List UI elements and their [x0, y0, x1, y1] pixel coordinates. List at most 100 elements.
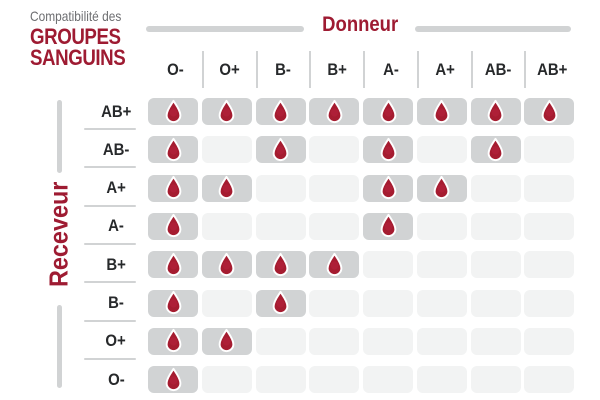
row-separator [84, 128, 136, 130]
compatibility-cell-a--from-o- [148, 212, 198, 240]
blood-drop-icon [165, 367, 181, 391]
compatibility-cell-b--from-b+ [309, 289, 360, 317]
compatibility-cell-o--from-a- [363, 366, 413, 394]
blood-drop-icon [541, 99, 558, 123]
compatibility-cell-a--from-ab- [470, 212, 521, 240]
compatibility-matrix [148, 98, 580, 394]
blood-drop-icon [218, 99, 235, 123]
donor-header-b-: B- [255, 51, 310, 88]
compatibility-cell-ab--from-b- [255, 136, 306, 164]
compatibility-cell-b+-from-b+ [309, 251, 360, 279]
compatibility-cell-o--from-a+ [416, 366, 467, 394]
blood-drop-icon [165, 290, 181, 315]
blood-drop-icon [326, 99, 343, 123]
donor-axis-line-left [146, 26, 304, 32]
receiver-label-b+: B+ [106, 254, 126, 274]
chart-title-line1: GROUPES [30, 24, 121, 49]
blood-drop-icon [272, 137, 289, 161]
donor-axis-line-right [415, 26, 571, 32]
compatibility-cell-o+-from-b+ [309, 327, 360, 355]
compatibility-cell-o+-from-a+ [416, 327, 467, 355]
donor-header-a-: A- [363, 51, 417, 88]
compatibility-cell-a+-from-a+ [416, 174, 467, 202]
compatibility-cell-b+-from-b- [255, 251, 306, 279]
blood-drop-icon [272, 252, 289, 276]
compatibility-cell-b--from-b- [255, 289, 306, 317]
compatibility-cell-a+-from-b- [255, 174, 306, 202]
compatibility-cell-o+-from-o+ [201, 327, 252, 355]
blood-drop-icon [218, 329, 235, 353]
compatibility-cell-ab+-from-a+ [416, 98, 467, 125]
compatibility-cell-o--from-ab+ [524, 366, 575, 394]
chart-title: Compatibilité des GROUPES SANGUINS [30, 9, 142, 70]
compatibility-cell-o--from-ab- [470, 366, 521, 394]
compatibility-cell-o--from-b- [255, 366, 306, 394]
compatibility-cell-ab--from-o- [148, 136, 198, 164]
compatibility-cell-b+-from-ab- [470, 251, 521, 279]
compatibility-cell-o+-from-ab- [470, 327, 521, 355]
receiver-axis-line-top [57, 100, 62, 173]
compatibility-cell-ab--from-ab- [470, 136, 521, 164]
compatibility-cell-ab+-from-ab+ [524, 98, 575, 125]
compatibility-cell-b--from-a+ [416, 289, 467, 317]
compatibility-cell-b+-from-a- [363, 251, 413, 279]
donor-header-ab-: AB- [470, 51, 525, 88]
blood-drop-icon [218, 252, 235, 276]
compatibility-cell-ab--from-a+ [416, 136, 467, 164]
compatibility-cell-b--from-o+ [201, 289, 252, 317]
receiver-label-o+: O+ [105, 331, 127, 351]
receiver-axis-label: Receveur [43, 181, 74, 287]
row-separator [84, 204, 136, 207]
compatibility-cell-o+-from-ab+ [524, 327, 575, 355]
compatibility-cell-ab--from-a- [363, 136, 413, 164]
compatibility-cell-b--from-o- [148, 289, 198, 317]
compatibility-cell-o+-from-o- [148, 327, 198, 355]
compatibility-cell-ab+-from-o+ [201, 98, 252, 125]
blood-drop-icon [326, 252, 343, 276]
compatibility-cell-a--from-b- [255, 212, 306, 240]
receiver-label-a+: A+ [106, 178, 126, 198]
blood-drop-icon [433, 99, 450, 123]
compatibility-cell-a+-from-b+ [309, 174, 360, 202]
receiver-label-o-: O- [107, 369, 125, 389]
blood-drop-icon [487, 137, 504, 161]
compatibility-cell-ab+-from-a- [363, 98, 413, 125]
compatibility-cell-a--from-o+ [201, 212, 252, 240]
compatibility-cell-ab+-from-ab- [470, 98, 521, 125]
donor-column-headers: O- O+ B- B+ A- A+ AB- AB+ [148, 51, 579, 88]
blood-drop-icon [218, 175, 235, 200]
compatibility-cell-a--from-a- [363, 212, 413, 240]
compatibility-cell-a+-from-a- [363, 174, 413, 202]
blood-drop-icon [380, 99, 396, 123]
receiver-label-a-: A- [108, 216, 124, 236]
blood-drop-icon [165, 214, 181, 238]
compatibility-cell-b--from-a- [363, 289, 413, 317]
receiver-label-b-: B- [108, 293, 124, 312]
compatibility-cell-ab+-from-b+ [309, 98, 360, 125]
blood-drop-icon [487, 99, 504, 123]
row-separator [84, 357, 136, 360]
blood-drop-icon [165, 252, 181, 276]
donor-header-b+: B+ [309, 51, 363, 88]
compatibility-cell-ab+-from-o- [148, 98, 198, 125]
compatibility-cell-b--from-ab- [470, 289, 521, 317]
compatibility-cell-o+-from-a- [363, 327, 413, 355]
blood-drop-icon [272, 290, 289, 315]
blood-drop-icon [380, 175, 396, 200]
compatibility-cell-ab--from-b+ [309, 136, 360, 164]
blood-drop-icon [165, 99, 181, 123]
row-separator [84, 166, 136, 169]
blood-drop-icon [380, 214, 396, 238]
compatibility-cell-b+-from-ab+ [524, 251, 575, 279]
donor-header-ab+: AB+ [524, 51, 578, 88]
donor-header-o-: O- [167, 59, 185, 79]
chart-title-line2: SANGUINS [30, 45, 126, 70]
row-separator [84, 319, 136, 322]
compatibility-cell-o--from-b+ [309, 366, 360, 394]
compatibility-cell-b+-from-a+ [416, 251, 467, 279]
compatibility-cell-o--from-o+ [201, 366, 252, 394]
receiver-label-ab-: AB- [102, 139, 130, 159]
blood-drop-icon [165, 329, 181, 353]
compatibility-cell-ab+-from-b- [255, 98, 306, 125]
